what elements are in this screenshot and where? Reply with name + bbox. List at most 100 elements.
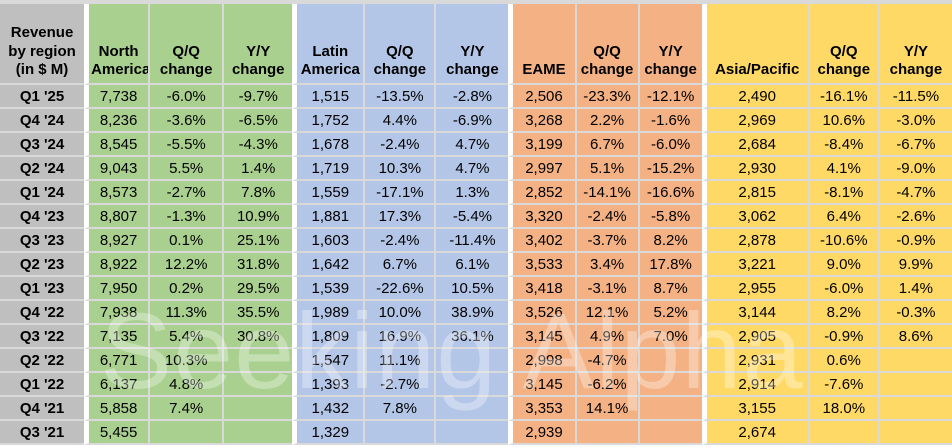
col-header-north-america: North America [84, 4, 151, 85]
table-cell: -0.9% [879, 229, 952, 253]
table-cell [150, 421, 225, 445]
table-cell: 25.1% [224, 229, 293, 253]
table-cell: 7.8% [224, 181, 293, 205]
table-cell: 2,684 [701, 133, 810, 157]
table-row: Q2 '24 9,043 5.5% 1.4% 1,719 10.3% 4.7% 2,997 5.… [0, 157, 952, 181]
table-cell: -6.0% [150, 85, 225, 109]
table-cell [879, 373, 952, 397]
table-cell: 10.3% [365, 157, 437, 181]
header-row: Revenue by region (in $ M) North America… [0, 4, 952, 85]
table-cell: 1,432 [292, 397, 366, 421]
table-cell [436, 349, 509, 373]
table-cell: 2,852 [508, 181, 577, 205]
table-cell: 9,043 [84, 157, 151, 181]
table-cell: 9.0% [809, 253, 880, 277]
table-cell: 4.1% [809, 157, 880, 181]
table-cell: 3,062 [701, 205, 810, 229]
table-cell: 35.5% [224, 301, 293, 325]
table-cell: 4.7% [436, 133, 509, 157]
table-cell: -6.0% [809, 277, 880, 301]
row-label: Q2 '24 [0, 157, 85, 181]
table-cell: -7.6% [809, 373, 880, 397]
table-row: Q1 '25 7,738 -6.0% -9.7% 1,515 -13.5% -2.8% 2,5… [0, 85, 952, 109]
table-cell: 3,145 [508, 325, 577, 349]
table-cell: 29.5% [224, 277, 293, 301]
table-cell: -3.1% [576, 277, 640, 301]
table-cell: 3,145 [508, 373, 577, 397]
table-cell: -2.4% [576, 205, 640, 229]
table-cell [436, 373, 509, 397]
table-cell: 31.8% [224, 253, 293, 277]
table-cell: -6.9% [436, 109, 509, 133]
table-cell [365, 421, 437, 445]
col-header-eame: EAME [508, 4, 577, 85]
table-cell: -11.5% [879, 85, 952, 109]
table-cell: 2,930 [701, 157, 810, 181]
table-row: Q3 '21 5,455 1,329 2,939 2,674 [0, 421, 952, 445]
table-cell: -2.7% [365, 373, 437, 397]
table-cell: -11.4% [436, 229, 509, 253]
table-cell: 10.6% [809, 109, 880, 133]
table-cell: 3,144 [701, 301, 810, 325]
table-cell: 10.0% [365, 301, 437, 325]
table-cell: 1.3% [436, 181, 509, 205]
table-cell: 5,858 [84, 397, 151, 421]
row-label: Q1 '25 [0, 85, 85, 109]
table-cell [436, 397, 509, 421]
corner-header: Revenue by region (in $ M) [0, 4, 85, 85]
table-cell: 3,533 [508, 253, 577, 277]
table-cell: 3,402 [508, 229, 577, 253]
table-cell [639, 421, 702, 445]
table-cell: 3.4% [576, 253, 640, 277]
table-cell: -3.7% [576, 229, 640, 253]
table-cell [879, 397, 952, 421]
row-label: Q1 '22 [0, 373, 85, 397]
table-cell: -1.3% [150, 205, 225, 229]
row-label: Q3 '23 [0, 229, 85, 253]
table-cell: 2,490 [701, 85, 810, 109]
table-cell: 2,914 [701, 373, 810, 397]
table-cell: -6.7% [879, 133, 952, 157]
col-header-ap-yy-change: Y/Y change [879, 4, 952, 85]
table-cell: 2,931 [701, 349, 810, 373]
col-header-na-qq-change: Q/Q change [150, 4, 225, 85]
table-cell: -4.7% [576, 349, 640, 373]
table-cell: -9.7% [224, 85, 293, 109]
table-cell: 7,135 [84, 325, 151, 349]
table-cell: 2,997 [508, 157, 577, 181]
table-cell [436, 421, 509, 445]
row-label: Q3 '22 [0, 325, 85, 349]
table-cell: 9.9% [879, 253, 952, 277]
row-label: Q1 '24 [0, 181, 85, 205]
table-cell: 8,545 [84, 133, 151, 157]
table-cell: 6,771 [84, 349, 151, 373]
table-cell: 17.8% [639, 253, 702, 277]
table-cell: 2,955 [701, 277, 810, 301]
table-cell [224, 421, 293, 445]
table-cell: 3,199 [508, 133, 577, 157]
table-cell: 5.2% [639, 301, 702, 325]
table-cell: 2,969 [701, 109, 810, 133]
table-cell: 5.5% [150, 157, 225, 181]
table-cell: 1,989 [292, 301, 366, 325]
table-cell: 8,922 [84, 253, 151, 277]
table-cell: 12.1% [576, 301, 640, 325]
table-cell: 1.4% [879, 277, 952, 301]
table-cell: 1,642 [292, 253, 366, 277]
table-cell: -5.4% [436, 205, 509, 229]
row-label: Q2 '23 [0, 253, 85, 277]
table-cell: 1,329 [292, 421, 366, 445]
table-cell [879, 421, 952, 445]
table-cell: 1,881 [292, 205, 366, 229]
row-label: Q2 '22 [0, 349, 85, 373]
row-label: Q3 '21 [0, 421, 85, 445]
table-cell: 1.4% [224, 157, 293, 181]
table-cell: -14.1% [576, 181, 640, 205]
col-header-la-yy-change: Y/Y change [436, 4, 509, 85]
table-cell: 0.1% [150, 229, 225, 253]
table-cell: -12.1% [639, 85, 702, 109]
table-row: Q2 '22 6,771 10.3% 1,547 11.1% 2,998 -4.7% 2,93… [0, 349, 952, 373]
col-header-asia-pacific: Asia/Pacific [701, 4, 810, 85]
table-cell: 16.9% [365, 325, 437, 349]
table-cell: 2,815 [701, 181, 810, 205]
